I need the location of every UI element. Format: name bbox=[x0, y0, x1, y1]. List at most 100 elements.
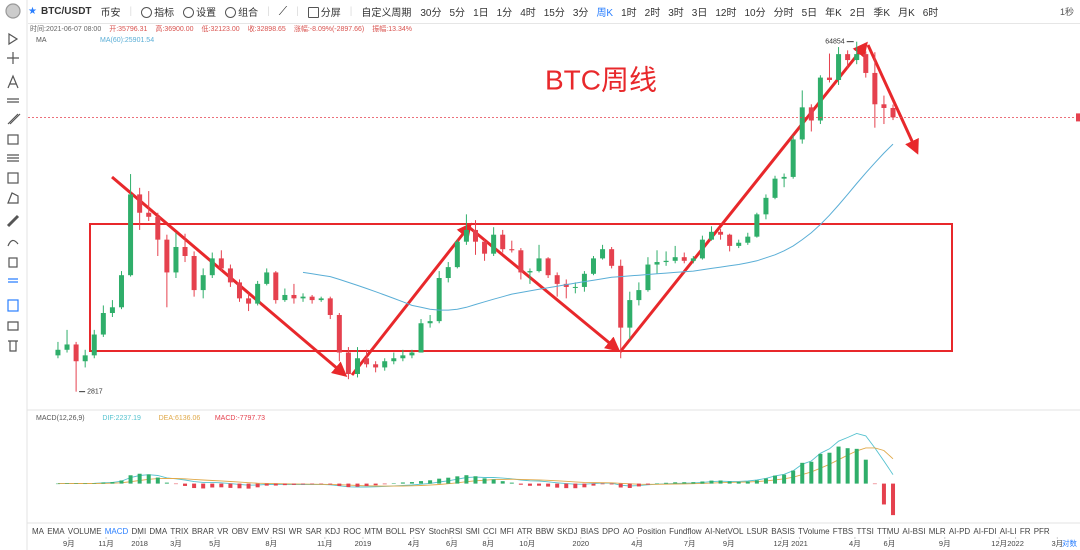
indicator-tab[interactable]: EMA bbox=[47, 526, 65, 536]
indicator-tab[interactable]: AI-LI bbox=[999, 526, 1017, 536]
symbol[interactable]: ★ bbox=[28, 6, 37, 17]
indicator-tab[interactable]: BOLL bbox=[385, 526, 407, 536]
period-button[interactable]: 5日 bbox=[801, 8, 818, 19]
period-button[interactable]: 30分 bbox=[420, 8, 442, 19]
lines-tool[interactable] bbox=[7, 154, 19, 162]
template-tool[interactable] bbox=[7, 321, 19, 331]
indicator-tab[interactable]: AI-PD bbox=[948, 526, 971, 536]
indicator-tab[interactable]: TRIX bbox=[170, 526, 189, 536]
period-button[interactable]: 月K bbox=[898, 8, 915, 19]
indicator-tab[interactable]: PFR bbox=[1033, 526, 1050, 536]
indicator-tab[interactable]: KDJ bbox=[324, 526, 341, 536]
layers-tool[interactable] bbox=[7, 299, 19, 312]
toolbar-button[interactable]: 组合 bbox=[225, 4, 258, 19]
indicator-tab[interactable]: MFI bbox=[500, 526, 514, 536]
indicator-tab[interactable]: BASIS bbox=[771, 526, 795, 536]
indicator-tab[interactable]: ROC bbox=[343, 526, 362, 536]
channel-tool[interactable] bbox=[7, 113, 21, 125]
lock-tool[interactable] bbox=[8, 257, 18, 268]
period-button[interactable]: 12时 bbox=[715, 8, 737, 19]
period-button[interactable]: 3日 bbox=[691, 8, 708, 19]
indicator-tab[interactable]: MTM bbox=[364, 526, 383, 536]
draw-button[interactable]: ⟋ bbox=[278, 4, 288, 18]
indicator-tab[interactable]: Fundflow bbox=[669, 526, 702, 536]
indicator-tab[interactable]: BIAS bbox=[580, 526, 599, 536]
text-tool[interactable] bbox=[7, 74, 19, 89]
period-button[interactable]: 3时 bbox=[668, 8, 684, 19]
indicator-tab[interactable]: SMI bbox=[465, 526, 480, 536]
toolbar-right[interactable]: 1秒 bbox=[1059, 7, 1074, 17]
indicator-tab[interactable]: CCI bbox=[483, 526, 497, 536]
toolbar-button[interactable]: 指标 bbox=[141, 4, 174, 19]
indicator-tab[interactable]: RSI bbox=[272, 526, 286, 536]
indicator-tab[interactable]: FTBS bbox=[832, 526, 854, 536]
indicator-tab[interactable]: VR bbox=[217, 526, 229, 536]
magnet-tool[interactable] bbox=[8, 278, 18, 283]
crosshair-tool[interactable] bbox=[7, 52, 19, 64]
indicator-tab[interactable]: DMI bbox=[131, 526, 147, 536]
indicator-tab[interactable]: VOLUME bbox=[67, 526, 102, 536]
indicator-tab[interactable]: AI-NetVOL bbox=[704, 526, 744, 536]
indicator-tab[interactable]: MA bbox=[32, 526, 44, 536]
delete-tool[interactable] bbox=[8, 340, 18, 352]
grid-tool[interactable] bbox=[7, 172, 19, 184]
fib-tool[interactable] bbox=[7, 98, 19, 103]
period-button[interactable]: 季K bbox=[873, 8, 891, 19]
period-button[interactable]: 周K bbox=[596, 8, 614, 19]
indicator-tab[interactable]: SKDJ bbox=[557, 526, 578, 536]
indicator-tab[interactable]: FR bbox=[1019, 526, 1031, 536]
indicator-tab[interactable]: EMV bbox=[251, 526, 270, 536]
period-button[interactable]: 3分 bbox=[572, 8, 589, 19]
period-button[interactable]: 分时 bbox=[773, 8, 794, 19]
period-button[interactable]: 6时 bbox=[922, 8, 939, 19]
candle-body bbox=[836, 54, 842, 80]
indicator-tab[interactable]: AO bbox=[622, 526, 635, 536]
candles bbox=[55, 41, 896, 392]
symbol[interactable]: BTC/USDT bbox=[40, 6, 92, 17]
period-button[interactable]: 2时 bbox=[644, 8, 661, 19]
indicator-tab[interactable]: SAR bbox=[305, 526, 322, 536]
indicator-tab[interactable]: MLR bbox=[928, 526, 946, 536]
log-toggle[interactable]: 对数 bbox=[1062, 538, 1078, 548]
rect-tool[interactable] bbox=[7, 134, 19, 145]
toolbar-button[interactable]: 设置 bbox=[183, 4, 216, 19]
period-button[interactable]: 10分 bbox=[744, 8, 766, 19]
indicator-tab[interactable]: DMA bbox=[149, 526, 168, 536]
indicator-tab[interactable]: TTMU bbox=[877, 526, 900, 536]
period-button[interactable]: 2日 bbox=[849, 8, 866, 19]
candle-body bbox=[373, 364, 379, 368]
macd-bar bbox=[201, 483, 206, 489]
logo[interactable] bbox=[5, 3, 21, 19]
indicator-tab[interactable]: LSUR bbox=[746, 526, 769, 536]
period-button[interactable]: 1时 bbox=[621, 8, 637, 19]
period-dropdown[interactable]: 自定义周期 bbox=[361, 8, 412, 19]
period-button[interactable]: 15分 bbox=[543, 8, 565, 19]
brush-tool[interactable] bbox=[7, 239, 19, 247]
indicator-tab[interactable]: AI-BSI bbox=[902, 526, 926, 536]
indicator-tab[interactable]: TTSI bbox=[856, 526, 874, 536]
pattern-tool[interactable] bbox=[7, 192, 19, 204]
indicator-tab[interactable]: BRAR bbox=[191, 526, 215, 536]
indicator-tab[interactable]: DPO bbox=[602, 526, 620, 536]
indicator-tab[interactable]: WR bbox=[288, 526, 303, 536]
indicator-tab[interactable]: Position bbox=[637, 526, 666, 536]
indicator-tab[interactable]: TVolume bbox=[798, 526, 830, 536]
ruler-tool[interactable] bbox=[6, 214, 20, 228]
indicator-tab[interactable]: StochRSI bbox=[428, 526, 463, 536]
cursor-tool[interactable] bbox=[8, 32, 19, 46]
macd-bar bbox=[582, 483, 587, 488]
period-button[interactable]: 1日 bbox=[473, 8, 489, 19]
period-button[interactable]: 1分 bbox=[496, 8, 513, 19]
period-button[interactable]: 4时 bbox=[520, 8, 536, 19]
indicator-tab[interactable]: MACD bbox=[104, 526, 129, 536]
period-button[interactable]: 5分 bbox=[449, 8, 466, 19]
indicator-tab[interactable]: PSY bbox=[409, 526, 426, 536]
indicator-tab[interactable]: ATR bbox=[517, 526, 533, 536]
indicator-tab[interactable]: AI-FDI bbox=[973, 526, 997, 536]
candle-body bbox=[200, 275, 206, 291]
period-button[interactable]: 年K bbox=[825, 8, 842, 19]
indicator-tab[interactable]: BBW bbox=[535, 526, 554, 536]
macd-bar bbox=[65, 483, 70, 484]
indicator-tab[interactable]: OBV bbox=[231, 526, 249, 536]
toolbar-button[interactable]: 分屏 bbox=[307, 4, 341, 19]
